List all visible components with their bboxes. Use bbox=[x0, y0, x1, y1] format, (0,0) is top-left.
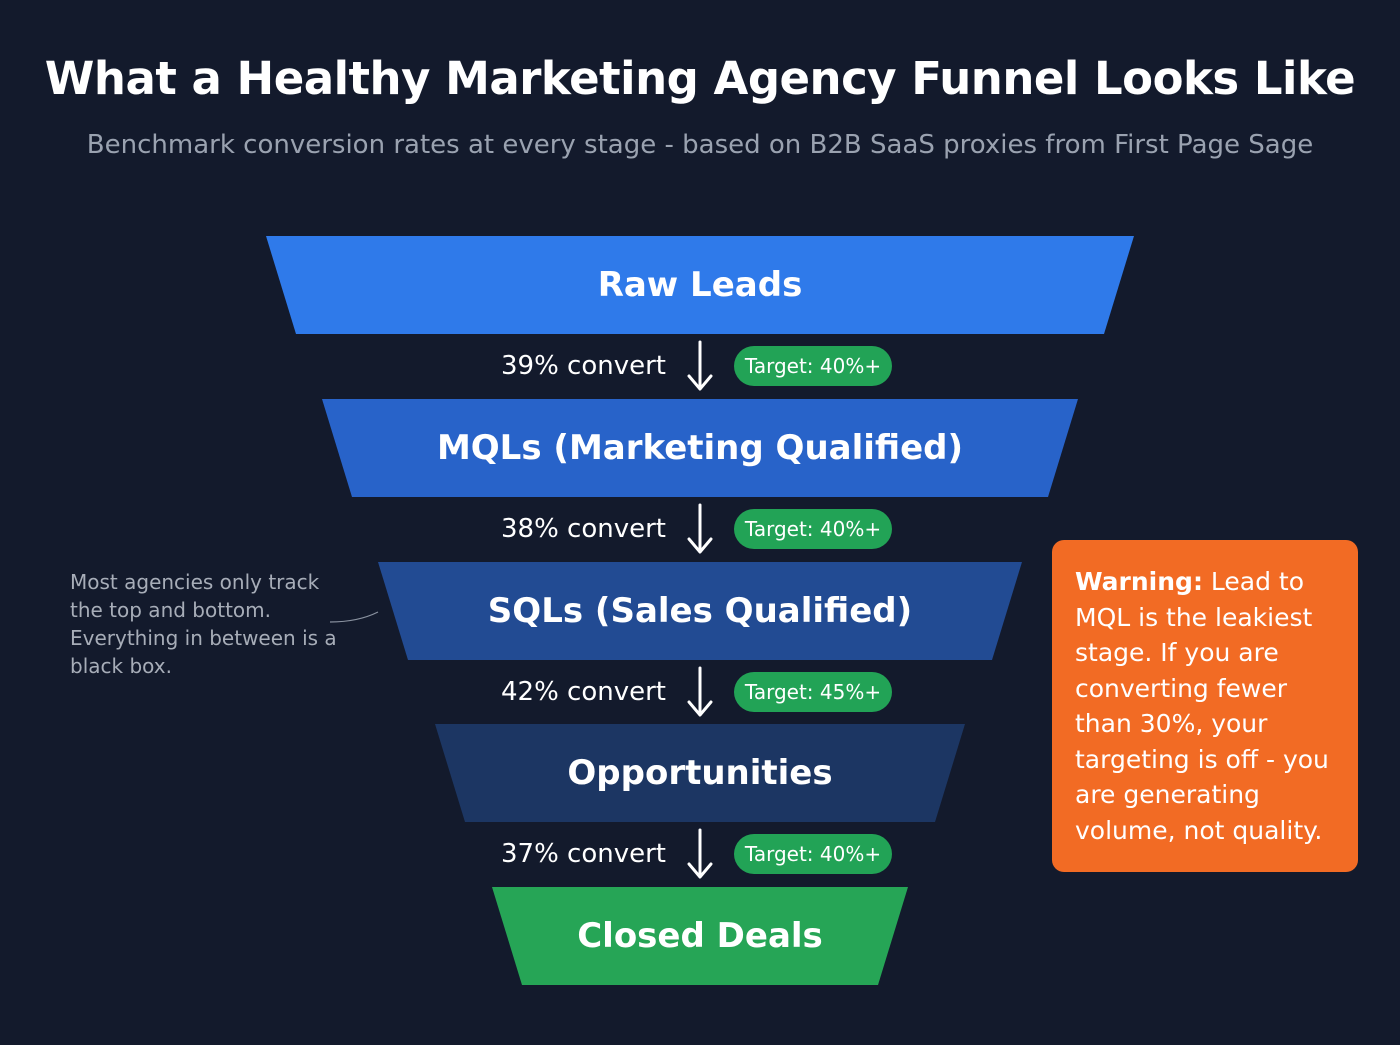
funnel-stage-label: Closed Deals bbox=[577, 916, 823, 956]
conversion-rate: 39% convert bbox=[500, 351, 666, 381]
arrow-down-icon bbox=[687, 503, 713, 554]
funnel-stage-shape bbox=[266, 236, 1134, 334]
conversion-rate: 42% convert bbox=[500, 677, 666, 707]
funnel-stage-label: Raw Leads bbox=[597, 265, 803, 305]
conversion-rate: 38% convert bbox=[500, 514, 666, 544]
funnel-stage-mqls: MQLs (Marketing Qualified) bbox=[322, 399, 1078, 497]
page-title: What a Healthy Marketing Agency Funnel L… bbox=[44, 52, 1356, 105]
funnel-stage-shape bbox=[322, 399, 1078, 497]
arrow-down-icon bbox=[687, 340, 713, 391]
funnel-stage-opportunities: Opportunities bbox=[435, 724, 965, 822]
arrow-down-icon bbox=[687, 828, 713, 879]
warning-lead: Warning: bbox=[1075, 567, 1203, 596]
target-badge: Target: 40%+ bbox=[734, 346, 892, 386]
annotation-connector bbox=[329, 611, 379, 623]
page-subtitle: Benchmark conversion rates at every stag… bbox=[86, 130, 1314, 160]
conversion-row: 38% convert Target: 40%+ bbox=[0, 501, 1400, 557]
conversion-row: 39% convert Target: 40%+ bbox=[0, 338, 1400, 394]
warning-callout: Warning: Lead to MQL is the leakiest sta… bbox=[1052, 540, 1358, 872]
warning-body: Lead to MQL is the leakiest stage. If yo… bbox=[1075, 567, 1329, 845]
arrow-down-icon bbox=[687, 666, 713, 717]
funnel-stage-shape bbox=[378, 562, 1022, 660]
target-badge: Target: 40%+ bbox=[734, 509, 892, 549]
target-badge: Target: 45%+ bbox=[734, 672, 892, 712]
funnel-stage-label: MQLs (Marketing Qualified) bbox=[436, 428, 964, 468]
funnel-stage-label: SQLs (Sales Qualified) bbox=[487, 591, 913, 631]
funnel-stage-shape bbox=[435, 724, 965, 822]
target-badge: Target: 40%+ bbox=[734, 834, 892, 874]
side-annotation: Most agencies only track the top and bot… bbox=[70, 570, 337, 678]
conversion-row: 37% convert Target: 40%+ bbox=[0, 826, 1400, 882]
funnel-stage-raw-leads: Raw Leads bbox=[266, 236, 1134, 334]
conversion-rate: 37% convert bbox=[500, 839, 666, 869]
funnel-stage-sqls: SQLs (Sales Qualified) bbox=[378, 562, 1022, 660]
funnel-stage-label: Opportunities bbox=[567, 753, 833, 793]
conversion-row: 42% convert Target: 45%+ bbox=[0, 664, 1400, 720]
funnel-stage-shape bbox=[492, 887, 908, 985]
funnel-stage-closed-deals: Closed Deals bbox=[492, 887, 908, 985]
